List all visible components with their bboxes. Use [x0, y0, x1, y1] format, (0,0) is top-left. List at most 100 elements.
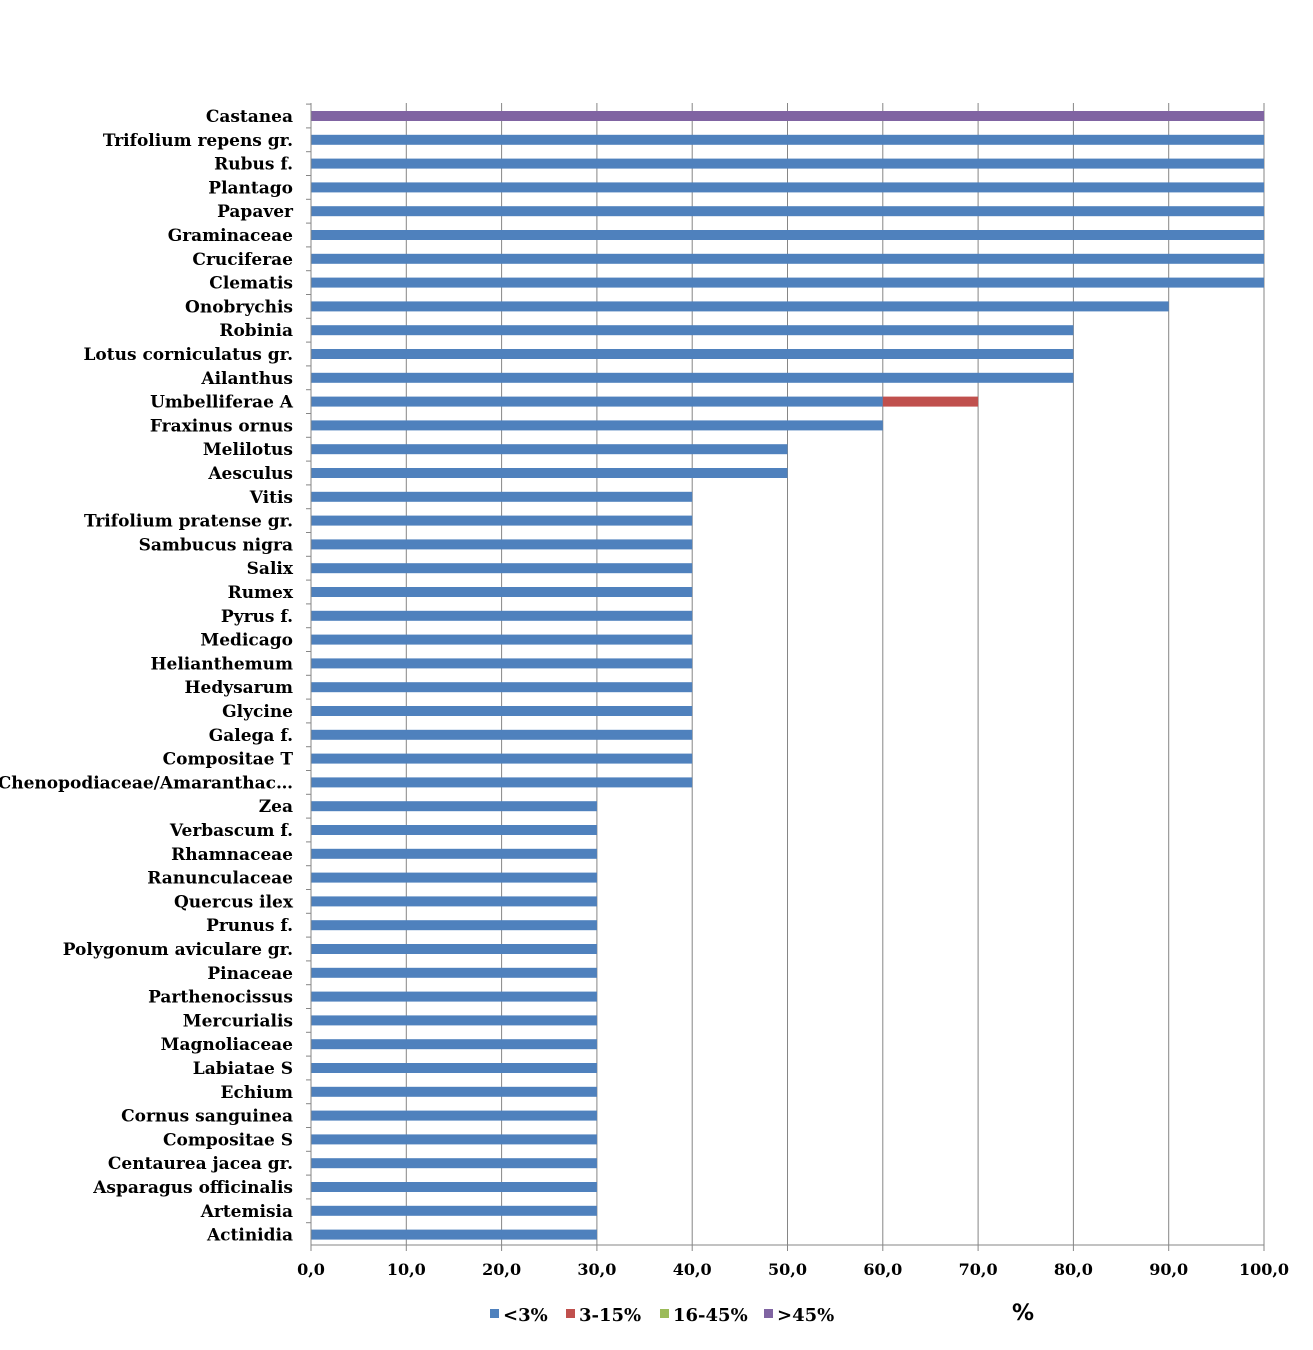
bar-segment	[311, 920, 597, 931]
category-label: Labiatae S	[193, 1059, 293, 1079]
bar-segment	[311, 158, 1264, 169]
bar-segment	[311, 825, 597, 835]
x-tick-label: 80,0	[1054, 1260, 1093, 1279]
bar-segment	[311, 1063, 597, 1073]
category-label: Artemisia	[200, 1202, 293, 1222]
bar-segment	[311, 539, 693, 550]
bar-segment	[311, 587, 693, 597]
category-label: Cornus sanguinea	[121, 1107, 293, 1127]
category-label: Hedysarum	[184, 678, 293, 698]
category-label: Salix	[247, 559, 294, 579]
bar-segment	[311, 1205, 597, 1216]
x-tick-label: 30,0	[577, 1260, 616, 1279]
legend-label: 3-15%	[579, 1305, 641, 1326]
category-labels: Castanea Trifolium repens gr. Rubus f. Plan…	[0, 107, 294, 1246]
category-label: Plantago	[208, 178, 293, 198]
x-tick-label: 10,0	[387, 1260, 426, 1279]
x-tick-label: 20,0	[482, 1260, 521, 1279]
category-label: Zea	[259, 797, 293, 817]
category-label: Onobrychis	[185, 297, 293, 317]
bar-segment	[311, 563, 693, 574]
category-label: Magnoliaceae	[161, 1035, 294, 1055]
category-label: Fraxinus ornus	[150, 416, 293, 436]
bar-segment	[311, 182, 1264, 193]
bar-segment	[311, 206, 1264, 217]
category-label: Helianthemum	[150, 654, 293, 674]
bar-segment	[311, 230, 1264, 240]
category-label: Pinaceae	[207, 964, 293, 984]
category-label: Chenopodiaceae/Amaranthac…	[0, 773, 293, 793]
bar-segment	[311, 1015, 597, 1026]
bar-segment	[311, 944, 597, 954]
x-tick-label: 90,0	[1149, 1260, 1188, 1279]
category-label: Rumex	[228, 583, 294, 603]
bar-segment	[311, 777, 693, 788]
category-label: Aesculus	[207, 464, 293, 484]
category-label: Ailanthus	[200, 369, 293, 389]
category-label: Echium	[221, 1083, 293, 1103]
bar-segment	[311, 872, 597, 883]
legend-label: >45%	[777, 1305, 834, 1326]
bar-segment	[882, 396, 979, 407]
x-tick-label: 40,0	[673, 1260, 712, 1279]
bar-segment	[311, 1134, 597, 1145]
category-label: Compositae S	[163, 1130, 293, 1150]
bar-segment	[311, 134, 1264, 145]
legend-swatch	[764, 1309, 773, 1318]
category-label: Mercurialis	[183, 1011, 293, 1031]
bar-segment	[311, 729, 693, 740]
legend-swatch	[566, 1309, 575, 1318]
category-label: Trifolium repens gr.	[103, 131, 293, 151]
category-label: Rhamnaceae	[171, 845, 293, 865]
category-label: Lotus corniculatus gr.	[83, 345, 293, 365]
bar-segment	[311, 515, 693, 526]
bar-segment	[311, 253, 1264, 264]
bar-segment	[311, 753, 693, 764]
category-label: Pyrus f.	[221, 607, 293, 627]
category-label: Asparagus officinalis	[92, 1178, 293, 1198]
category-label: Umbelliferae A	[150, 393, 294, 413]
bars	[311, 111, 1264, 1240]
x-tick-label: 100,0	[1239, 1260, 1289, 1279]
category-label: Vitis	[249, 488, 293, 508]
category-label: Robinia	[219, 321, 293, 341]
category-label: Parthenocissus	[148, 988, 293, 1008]
bar-segment	[311, 325, 1074, 336]
bar-segment	[311, 1229, 597, 1240]
legend-label: <3%	[503, 1305, 548, 1326]
category-label: Verbascum f.	[169, 821, 293, 841]
bar-segment	[311, 372, 1074, 383]
x-tick-label: 0,0	[297, 1260, 325, 1279]
category-label: Compositae T	[163, 750, 294, 770]
axes	[306, 103, 1265, 1251]
bar-segment	[311, 658, 693, 669]
category-label: Sambucus nigra	[139, 535, 293, 555]
category-label: Galega f.	[209, 726, 293, 746]
legend-swatch	[490, 1309, 499, 1318]
bar-segment	[311, 1086, 597, 1097]
category-label: Prunus f.	[206, 916, 293, 936]
category-label: Cruciferae	[192, 250, 293, 270]
category-label: Ranunculaceae	[147, 869, 293, 889]
category-label: Polygonum aviculare gr.	[63, 940, 293, 960]
bar-segment	[311, 111, 1264, 121]
category-label: Graminaceae	[168, 226, 293, 246]
x-tick-label: 70,0	[959, 1260, 998, 1279]
legend-swatch	[660, 1309, 669, 1318]
bar-segment	[311, 848, 597, 859]
category-label: Glycine	[222, 702, 293, 722]
category-label: Actinidia	[206, 1226, 293, 1246]
bar-segment	[311, 277, 1264, 288]
bar-segment	[311, 801, 597, 812]
category-label: Medicago	[200, 631, 293, 651]
bar-segment	[311, 444, 788, 455]
bar-segment	[311, 468, 788, 478]
bar-segment	[311, 420, 883, 431]
x-axis-title: %	[1012, 1301, 1034, 1326]
bar-segment	[311, 1158, 597, 1169]
category-label: Centaurea jacea gr.	[108, 1154, 293, 1174]
bar-segment	[311, 396, 883, 407]
bar-segment	[311, 991, 597, 1002]
x-tick-labels: 0,0 10,0 20,0 30,0 40,0 50,0 60,0 70,0 80,0 90,0 1…	[297, 1260, 1289, 1279]
